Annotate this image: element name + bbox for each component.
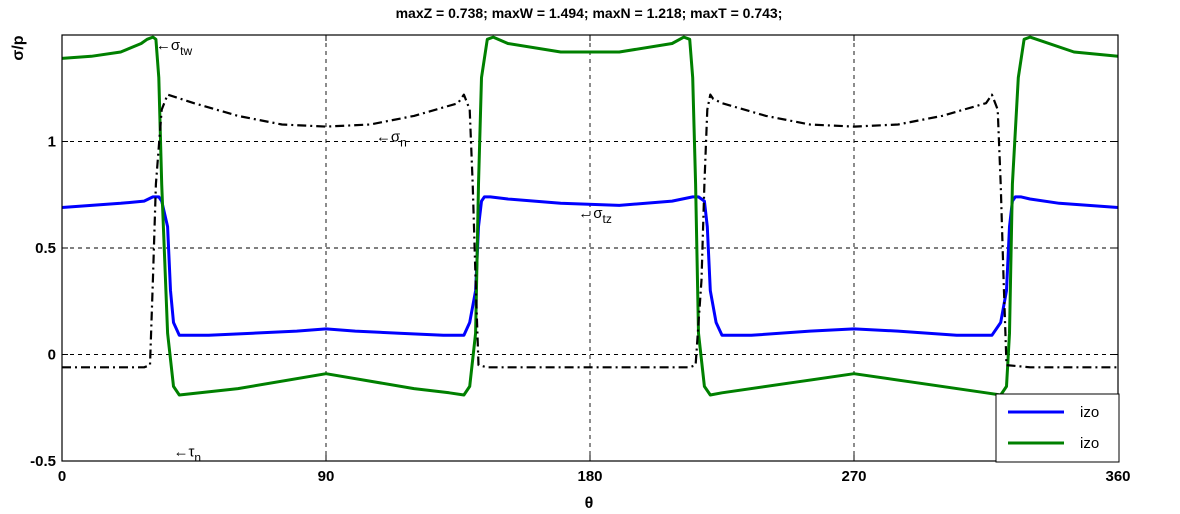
y-tick-label: 0 bbox=[48, 347, 56, 364]
series-line-0 bbox=[61, 195, 1119, 337]
series-line-2 bbox=[62, 93, 1118, 369]
x-tick-label: 90 bbox=[318, 468, 335, 485]
x-tick-label: 0 bbox=[58, 468, 66, 485]
chart-title: maxZ = 0.738; maxW = 1.494; maxN = 1.218… bbox=[396, 5, 783, 21]
y-tick-label: -0.5 bbox=[30, 453, 56, 470]
legend-label: izo bbox=[1080, 404, 1099, 421]
annotation-label: ←τn bbox=[173, 444, 201, 465]
x-tick-label: 180 bbox=[577, 468, 602, 485]
y-tick-label: 1 bbox=[48, 134, 56, 151]
legend-label: izo bbox=[1080, 435, 1099, 452]
annotation-label: ←σn bbox=[376, 129, 407, 150]
y-axis-label: σ/p bbox=[10, 35, 27, 60]
x-tick-label: 360 bbox=[1105, 468, 1130, 485]
y-tick-label: 0.5 bbox=[35, 240, 56, 257]
legend-box bbox=[995, 393, 1120, 463]
legend: izo izo bbox=[995, 393, 1120, 463]
x-tick-label: 270 bbox=[841, 468, 866, 485]
x-axis-label: θ bbox=[585, 495, 594, 512]
ticks: 0 90 180 270 360-0.500.51 bbox=[30, 35, 1131, 485]
annotations: ←σtw←σn←σtz←τn bbox=[156, 37, 612, 465]
